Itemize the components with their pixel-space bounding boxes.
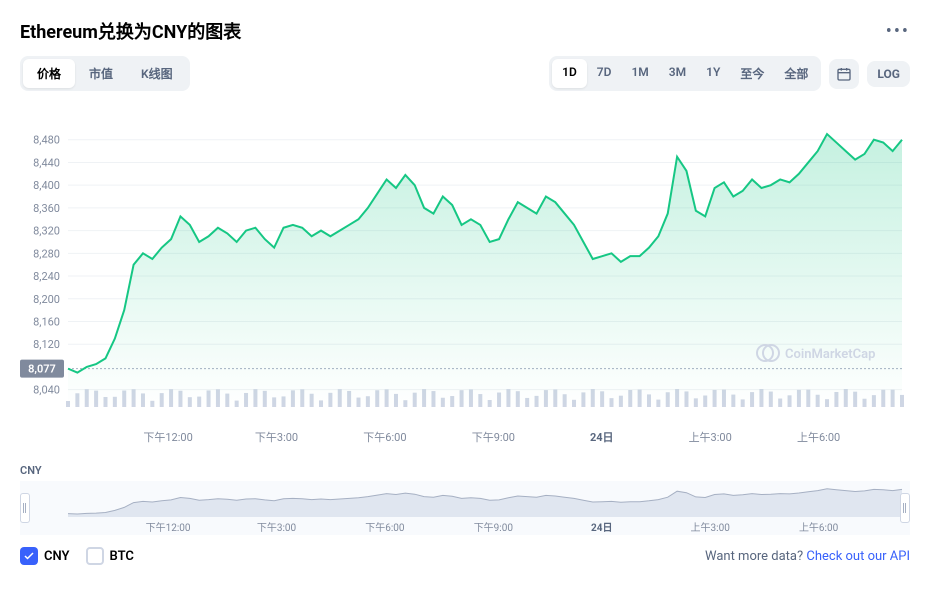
chart-title: Ethereum兑换为CNY的图表: [20, 18, 241, 44]
svg-text:上午3:00: 上午3:00: [691, 521, 731, 534]
tab-K线图[interactable]: K线图: [127, 59, 187, 88]
svg-text:下午12:00: 下午12:00: [146, 521, 191, 534]
svg-text:下午3:00: 下午3:00: [255, 431, 298, 444]
svg-text:24日: 24日: [590, 431, 614, 444]
log-toggle[interactable]: LOG: [867, 61, 910, 87]
brush-handle-right[interactable]: [900, 493, 910, 523]
api-cta: Want more data? Check out our API: [705, 549, 910, 564]
svg-text:CoinMarketCap: CoinMarketCap: [785, 347, 875, 362]
svg-text:下午9:00: 下午9:00: [472, 431, 515, 444]
tab-市值[interactable]: 市值: [75, 59, 127, 88]
svg-text:24日: 24日: [591, 522, 612, 534]
controls-bar: 价格市值K线图 1D7D1M3M1Y至今全部 LOG: [20, 56, 910, 91]
range-1D[interactable]: 1D: [552, 59, 587, 88]
svg-text:8,400: 8,400: [33, 179, 60, 192]
svg-text:下午6:00: 下午6:00: [363, 431, 406, 444]
svg-text:8,480: 8,480: [33, 134, 60, 147]
calendar-icon[interactable]: [829, 59, 859, 89]
tab-价格[interactable]: 价格: [23, 59, 75, 88]
chart-header: Ethereum兑换为CNY的图表 •••: [20, 18, 910, 44]
currency-toggles: CNY BTC: [20, 547, 134, 565]
svg-text:上午6:00: 上午6:00: [799, 521, 839, 534]
svg-text:上午3:00: 上午3:00: [689, 431, 732, 444]
range-3M[interactable]: 3M: [659, 59, 696, 88]
svg-text:8,160: 8,160: [33, 315, 60, 328]
svg-text:8,360: 8,360: [33, 202, 60, 215]
range-至今[interactable]: 至今: [730, 59, 774, 88]
svg-text:下午6:00: 下午6:00: [365, 521, 405, 534]
svg-text:8,440: 8,440: [33, 156, 60, 169]
range-1Y[interactable]: 1Y: [696, 59, 730, 88]
price-chart[interactable]: 8,040 8,120 8,160 8,200 8,240 8,280 8,320 8,360…: [20, 107, 910, 447]
controls-right: 1D7D1M3M1Y至今全部 LOG: [549, 56, 910, 91]
svg-text:下午9:00: 下午9:00: [474, 521, 514, 534]
time-range-group: 1D7D1M3M1Y至今全部: [549, 56, 821, 91]
range-1M[interactable]: 1M: [621, 59, 658, 88]
svg-text:8,280: 8,280: [33, 247, 60, 260]
svg-text:8,077: 8,077: [28, 363, 56, 376]
range-7D[interactable]: 7D: [587, 59, 622, 88]
api-link[interactable]: Check out our API: [806, 549, 910, 564]
cta-text: Want more data?: [705, 549, 806, 564]
svg-text:8,320: 8,320: [33, 225, 60, 238]
more-menu-icon[interactable]: •••: [886, 21, 910, 42]
view-tabs: 价格市值K线图: [20, 56, 190, 91]
svg-text:上午6:00: 上午6:00: [797, 431, 840, 444]
range-全部[interactable]: 全部: [774, 59, 818, 88]
svg-text:8,120: 8,120: [33, 338, 60, 351]
brush-handle-left[interactable]: [20, 493, 30, 523]
svg-text:8,240: 8,240: [33, 270, 60, 283]
brush-chart[interactable]: 下午12:00 下午3:00 下午6:00 下午9:00 24日 上午3:00 上午6:00: [20, 481, 910, 535]
svg-text:8,200: 8,200: [33, 293, 60, 306]
svg-text:下午3:00: 下午3:00: [257, 521, 297, 534]
svg-text:8,040: 8,040: [33, 384, 60, 397]
svg-text:下午12:00: 下午12:00: [143, 431, 192, 444]
toggle-BTC[interactable]: BTC: [86, 547, 134, 565]
chart-footer: CNY BTC Want more data? Check out our API: [20, 547, 910, 565]
main-chart-area: 8,040 8,120 8,160 8,200 8,240 8,280 8,320 8,360…: [20, 107, 910, 477]
toggle-CNY[interactable]: CNY: [20, 547, 70, 565]
currency-axis-label: CNY: [20, 464, 42, 477]
